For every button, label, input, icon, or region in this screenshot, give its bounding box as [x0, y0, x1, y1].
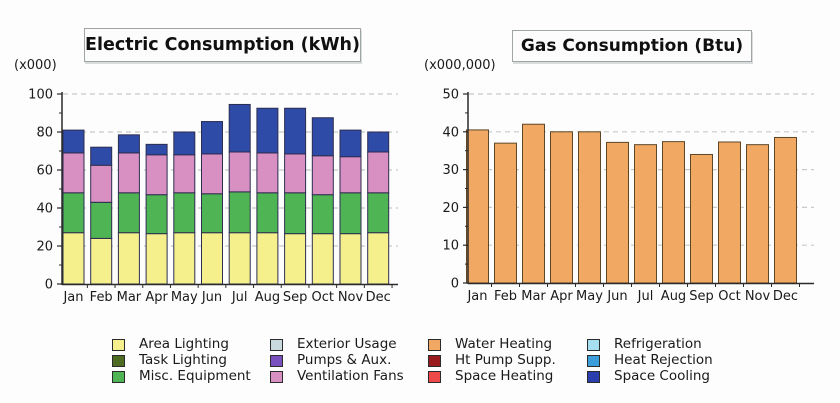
- legend-column: Area Lighting Task Lighting Misc. Equipm…: [112, 337, 251, 385]
- svg-text:0: 0: [45, 278, 53, 293]
- legend-column: Water Heating Ht Pump Supp. Space Heatin…: [428, 337, 556, 385]
- svg-text:Feb: Feb: [90, 290, 113, 305]
- legend-swatch-icon: [270, 354, 283, 367]
- legend-label: Ventilation Fans: [297, 368, 404, 384]
- svg-text:Oct: Oct: [718, 289, 740, 304]
- electric-consumption-chart: Jan Feb Mar Apr May Jun Jul Aug Sep Oct Nov Dec 0 20 4…: [28, 88, 398, 305]
- legend-label: Task Lighting: [139, 352, 227, 368]
- legend-swatch-icon: [112, 338, 125, 351]
- svg-text:Oct: Oct: [312, 290, 334, 305]
- svg-text:100: 100: [28, 88, 53, 103]
- svg-text:60: 60: [36, 164, 53, 179]
- svg-text:40: 40: [442, 125, 459, 140]
- svg-text:Mar: Mar: [117, 290, 142, 305]
- svg-text:Dec: Dec: [366, 290, 391, 305]
- legend-label: Exterior Usage: [297, 336, 397, 352]
- legend-label: Area Lighting: [139, 336, 229, 352]
- legend-item: Space Cooling: [587, 369, 713, 384]
- legend-swatch-icon: [587, 338, 600, 351]
- gas-consumption-chart: Jan Feb Mar Apr May Jun Jul Aug Sep Oct Nov Dec 0 10 2…: [442, 88, 814, 304]
- svg-text:20: 20: [442, 201, 459, 216]
- legend-label: Pumps & Aux.: [297, 352, 392, 368]
- chart-legend: Area Lighting Task Lighting Misc. Equipm…: [0, 337, 840, 397]
- svg-text:Jul: Jul: [231, 290, 248, 305]
- legend-label: Ht Pump Supp.: [455, 352, 556, 368]
- svg-text:Dec: Dec: [773, 289, 798, 304]
- legend-item: Refrigeration: [587, 337, 713, 352]
- legend-label: Misc. Equipment: [139, 368, 251, 384]
- legend-label: Space Cooling: [614, 368, 711, 384]
- svg-text:0: 0: [451, 277, 459, 292]
- svg-text:Jul: Jul: [637, 289, 654, 304]
- electric-chart-title: Electric Consumption (kWh): [84, 28, 361, 62]
- svg-text:Aug: Aug: [255, 290, 280, 305]
- electric-axis-unit-label: (x000): [14, 58, 57, 73]
- gas-chart-title: Gas Consumption (Btu): [512, 30, 752, 62]
- svg-text:Apr: Apr: [550, 289, 573, 304]
- legend-swatch-icon: [428, 338, 441, 351]
- svg-text:Jan: Jan: [62, 290, 83, 305]
- svg-text:Feb: Feb: [494, 289, 517, 304]
- svg-text:Jan: Jan: [466, 289, 487, 304]
- svg-text:Aug: Aug: [661, 289, 686, 304]
- legend-item: Water Heating: [428, 337, 556, 352]
- svg-text:Sep: Sep: [283, 290, 308, 305]
- svg-text:Mar: Mar: [521, 289, 546, 304]
- svg-text:50: 50: [442, 88, 459, 103]
- legend-swatch-icon: [587, 370, 600, 383]
- legend-swatch-icon: [112, 370, 125, 383]
- legend-item: Pumps & Aux.: [270, 353, 404, 368]
- legend-swatch-icon: [270, 370, 283, 383]
- legend-swatch-icon: [112, 354, 125, 367]
- legend-item: Heat Rejection: [587, 353, 713, 368]
- legend-item: Exterior Usage: [270, 337, 404, 352]
- legend-column: Exterior Usage Pumps & Aux. Ventilation …: [270, 337, 404, 385]
- legend-item: Area Lighting: [112, 337, 251, 352]
- legend-label: Refrigeration: [614, 336, 702, 352]
- svg-text:30: 30: [442, 163, 459, 178]
- legend-swatch-icon: [587, 354, 600, 367]
- legend-column: Refrigeration Heat Rejection Space Cooli…: [587, 337, 713, 385]
- legend-swatch-icon: [428, 370, 441, 383]
- legend-label: Water Heating: [455, 336, 553, 352]
- svg-text:May: May: [576, 289, 603, 304]
- legend-swatch-icon: [428, 354, 441, 367]
- svg-text:Apr: Apr: [145, 290, 168, 305]
- legend-item: Space Heating: [428, 369, 556, 384]
- legend-item: Ht Pump Supp.: [428, 353, 556, 368]
- svg-text:Sep: Sep: [689, 289, 714, 304]
- legend-label: Heat Rejection: [614, 352, 713, 368]
- svg-text:10: 10: [442, 239, 459, 254]
- svg-text:Jun: Jun: [201, 290, 222, 305]
- svg-text:Nov: Nov: [338, 290, 364, 305]
- legend-item: Task Lighting: [112, 353, 251, 368]
- svg-text:Nov: Nov: [745, 289, 771, 304]
- legend-swatch-icon: [270, 338, 283, 351]
- legend-label: Space Heating: [455, 368, 554, 384]
- legend-item: Ventilation Fans: [270, 369, 404, 384]
- svg-text:Jun: Jun: [606, 289, 627, 304]
- gas-axis-unit-label: (x000,000): [424, 58, 496, 73]
- svg-text:80: 80: [36, 126, 53, 141]
- legend-item: Misc. Equipment: [112, 369, 251, 384]
- svg-text:May: May: [171, 290, 198, 305]
- svg-text:20: 20: [36, 240, 53, 255]
- svg-text:40: 40: [36, 202, 53, 217]
